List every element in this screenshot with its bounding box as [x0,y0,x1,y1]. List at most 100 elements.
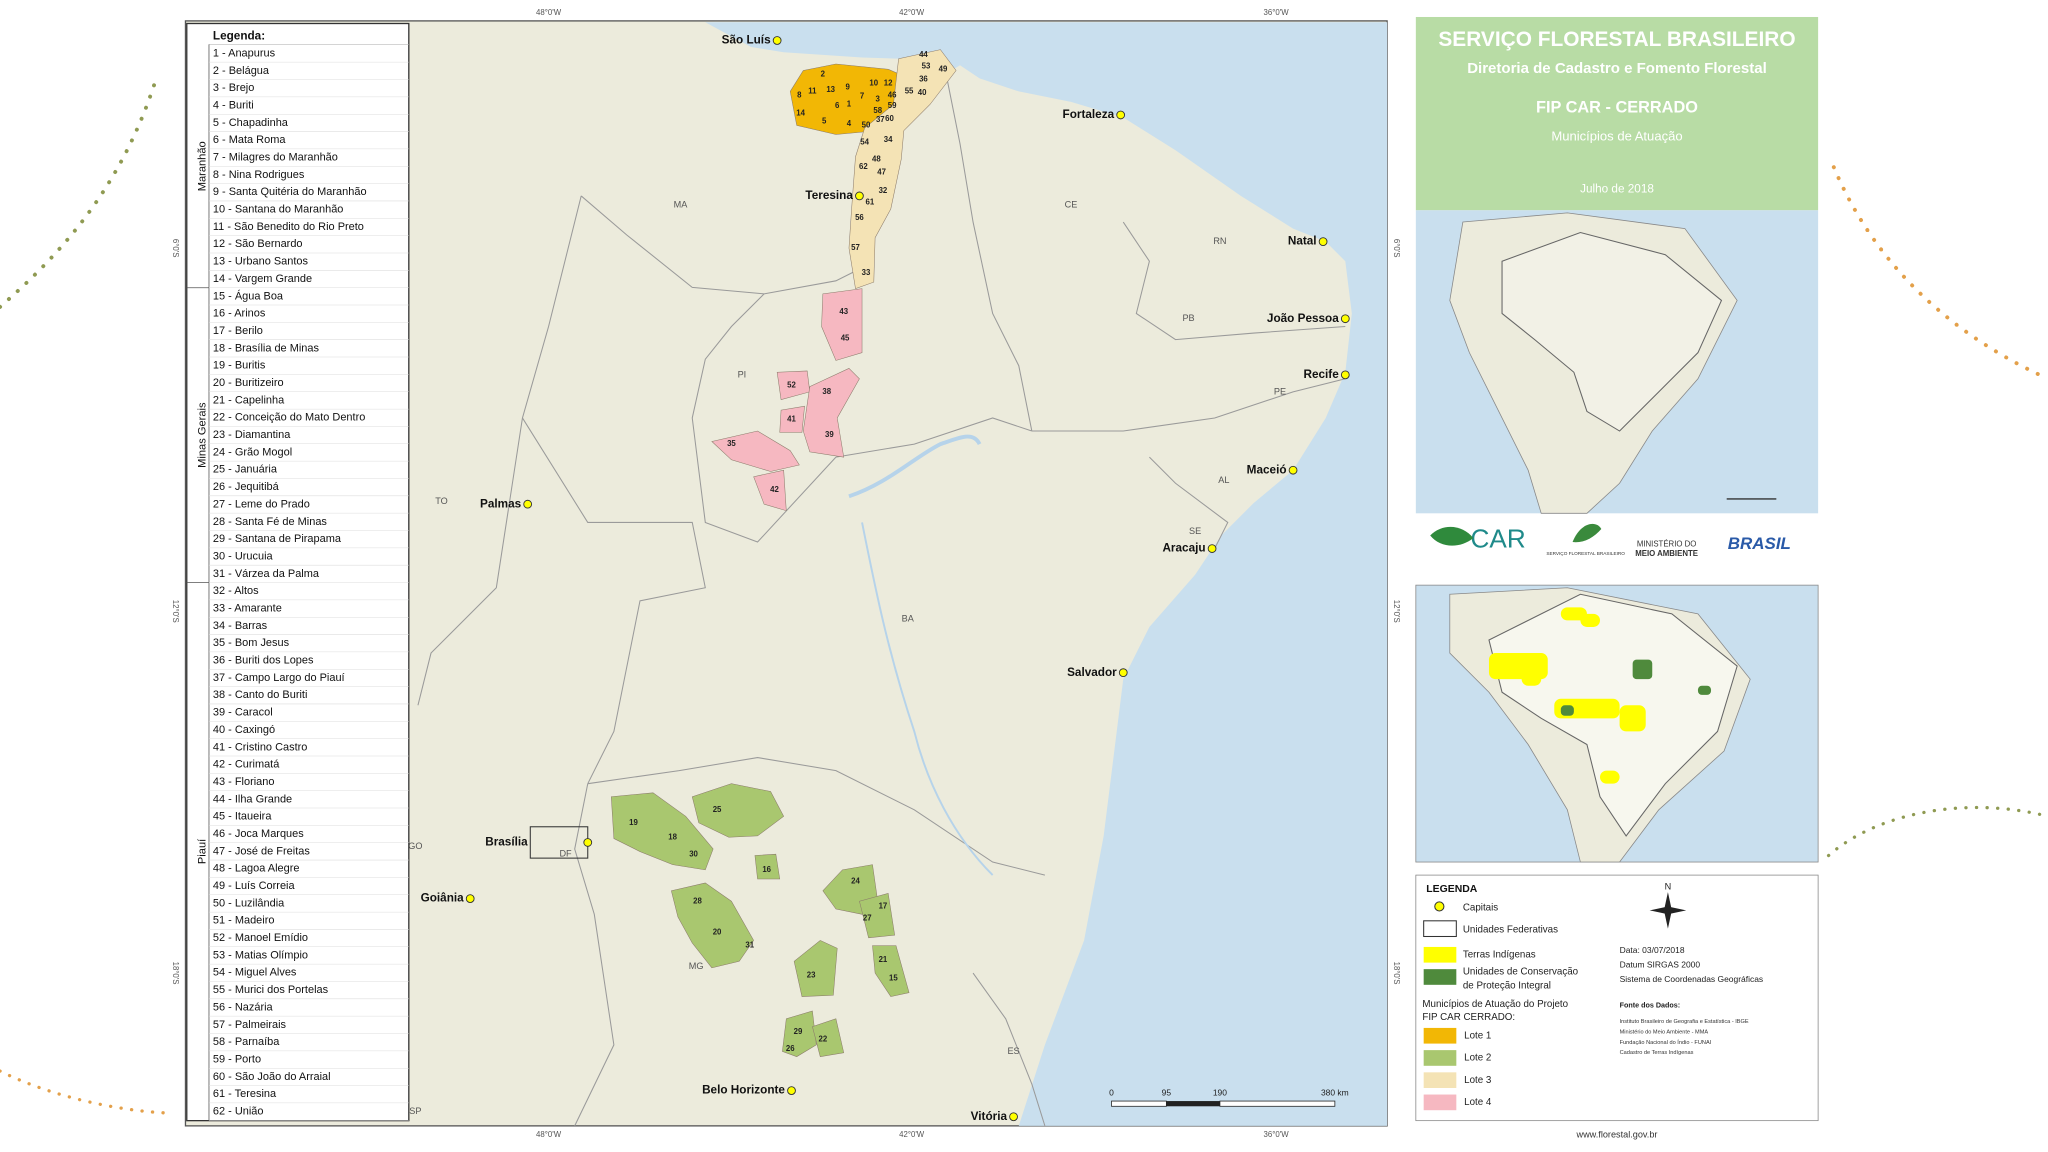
area-number: 6 [835,101,840,110]
legend-item: 17 - Berilo [213,325,263,337]
area-number: 61 [866,198,875,207]
area-number: 31 [745,941,754,950]
capital-label: Maceió [1247,463,1287,476]
inset-areas [1488,607,1712,784]
area-number: 17 [879,902,888,911]
legend-item: 1 - Anapurus [213,47,276,59]
latitude-label: 18°0'S [171,962,180,985]
area-number: 59 [888,101,897,110]
capital-label: Natal [1288,235,1317,248]
header-title: SERVIÇO FLORESTAL BRASILEIRO [1438,28,1795,51]
area-number: 37 [876,115,885,124]
area-number: 23 [807,971,816,980]
capital-dot [772,36,782,45]
logo-leaf [1430,526,1474,546]
legend-item: 58 - Parnaíba [213,1036,280,1048]
legend-item: 15 - Água Boa [213,289,284,302]
conservation-symbol [1423,969,1457,985]
area-number: 11 [808,86,817,95]
scale-label: 0 [1109,1087,1114,1097]
legend-box [186,22,410,1122]
state-label: ES [1007,1046,1019,1056]
capital-dot [855,191,864,201]
area-number: 22 [818,1035,827,1044]
legend-item: 51 - Madeiro [213,915,275,927]
legend-item: 19 - Buritis [213,360,266,372]
area-number: 44 [919,50,928,59]
capital-label: Goiânia [421,892,465,905]
longitude-label: 42°0'W [899,1130,925,1139]
legend-item: 26 - Jequitibá [213,481,280,493]
legend-title: Legenda: [213,30,265,43]
lot-symbol [1423,1027,1457,1044]
legend-item: 34 - Barras [213,620,268,632]
area-number: 38 [822,387,831,396]
capital-dot [465,894,475,903]
legend-item: 50 - Luzilândia [213,897,285,909]
legend-lots-title: FIP CAR CERRADO: [1422,1012,1515,1023]
capital-label: Vitória [971,1110,1008,1123]
legend-item: 39 - Caracol [213,707,273,719]
capital-dot [1118,668,1128,678]
header-caption: Municípios de Atuação [1551,129,1682,144]
info-line: Datum SIRGAS 2000 [1620,959,1701,969]
area-number: 46 [888,90,897,99]
legend-item: 29 - Santana de Pirapama [213,533,342,545]
area-number: 21 [879,955,888,964]
indigenous-symbol [1423,946,1457,963]
sources-title: Fonte dos Dados: [1620,1002,1681,1010]
legend-item: 35 - Bom Jesus [213,637,290,649]
panel-legend-title: LEGENDA [1426,884,1477,895]
state-label: CE [1065,199,1078,209]
legend-item: 9 - Santa Quitéria do Maranhão [213,186,367,198]
lot-symbol [1423,1094,1457,1111]
legend-item: 13 - Urbano Santos [213,256,309,268]
area-number: 57 [851,243,860,252]
area-number: 9 [845,83,850,92]
legend-item: 55 - Murici dos Portelas [213,984,329,996]
area-number: 49 [939,64,948,73]
lot-area [782,1010,817,1057]
lot-area [859,893,895,939]
legend-item: 48 - Lagoa Alegre [213,863,300,875]
capital-label: Fortaleza [1063,108,1115,121]
area-number: 2 [821,70,826,79]
legend-item: 44 - Ilha Grande [213,793,292,805]
lot-area [691,783,785,838]
scale-bar: 0 95 190 380 km [1109,1087,1349,1107]
area-number: 29 [794,1027,803,1036]
logo-sfb: SERVIÇO FLORESTAL BRASILEIRO [1546,551,1625,556]
indigenous-area [1521,672,1542,686]
legend-item: 37 - Campo Largo do Piauí [213,672,345,684]
decor-dots [0,1069,165,1115]
legend-capitals: Capitais [1463,902,1498,913]
legend-item: 14 - Vargem Grande [213,273,312,285]
capital-dot [523,499,533,509]
lot-area [671,882,754,969]
area-number: 16 [762,865,771,874]
legend-item: 2 - Belágua [213,65,270,77]
source-line: Instituto Brasileiro de Geografia e Esta… [1620,1019,1749,1025]
legend-group: Piauí [196,838,208,864]
capital-label: Belo Horizonte [702,1084,785,1097]
state-label: SP [409,1106,421,1116]
capital-dot [1207,544,1217,553]
legend-item: 11 - São Benedito do Rio Preto [213,221,364,233]
area-number: 39 [825,430,834,439]
logo-car: CAR [1471,524,1526,554]
indigenous-area [1619,705,1646,732]
area-number: 41 [787,414,796,423]
area-number: 54 [860,137,869,146]
scale-label: 380 km [1321,1087,1349,1097]
map-labels: 48°0'W 48°0'W 42°0'W 42°0'W 36°0'W 36°0'W 6°0'… [171,8,1401,1139]
area-number: 52 [787,380,796,389]
area-number: 18 [668,832,677,841]
capital-label: Palmas [480,497,522,510]
legend-item: 61 - Teresina [213,1088,277,1100]
area-number: 8 [797,90,802,99]
sources: Instituto Brasileiro de Geografia e Esta… [1620,1019,1749,1056]
area-number: 32 [879,186,888,195]
legend-item: 30 - Urucuia [213,550,274,562]
